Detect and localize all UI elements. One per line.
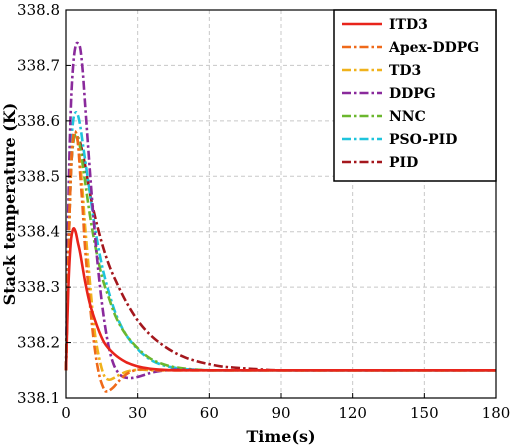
- y-tick-label: 338.1: [17, 389, 60, 407]
- legend-label-pid: PID: [389, 155, 418, 171]
- y-tick-label: 338.8: [17, 1, 60, 19]
- axis-ticks: 0 30 60 90 120 150 180 338.1 338.2 338.3 338.4 338.…: [17, 1, 510, 422]
- legend-label-itd3: ITD3: [389, 17, 428, 33]
- x-tick-label: 0: [61, 404, 71, 422]
- y-tick-label: 338.7: [17, 56, 60, 74]
- series-lines: [64, 41, 496, 393]
- y-tick-label: 338.3: [17, 278, 60, 296]
- legend-label-pso-pid: PSO-PID: [389, 132, 457, 148]
- y-tick-label: 338.6: [17, 112, 60, 130]
- series-line-pso-pid: [64, 110, 496, 372]
- x-tick-label: 30: [128, 404, 147, 422]
- x-tick-label: 120: [338, 404, 367, 422]
- y-tick-label: 338.4: [17, 223, 60, 241]
- legend-box: [333, 9, 497, 182]
- x-tick-label: 60: [200, 404, 219, 422]
- x-tick-label: 180: [482, 404, 511, 422]
- legend-label-apex-ddpg: Apex-DDPG: [388, 40, 479, 56]
- series-line-itd3: [64, 226, 496, 372]
- x-tick-label: 90: [271, 404, 290, 422]
- x-tick-label: 150: [410, 404, 439, 422]
- legend-items: ITD3 Apex-DDPG TD3 DDPG NNC PSO-PID PID: [342, 17, 479, 171]
- x-axis-title: Time(s): [246, 427, 315, 446]
- y-tick-label: 338.5: [17, 167, 60, 185]
- y-axis-title: Stack temperature (K): [0, 103, 19, 306]
- legend: ITD3 Apex-DDPG TD3 DDPG NNC PSO-PID PID: [333, 9, 497, 182]
- y-tick-label: 338.2: [17, 334, 60, 352]
- legend-label-ddpg: DDPG: [389, 86, 436, 102]
- legend-label-nnc: NNC: [389, 109, 426, 125]
- legend-label-td3: TD3: [389, 63, 421, 79]
